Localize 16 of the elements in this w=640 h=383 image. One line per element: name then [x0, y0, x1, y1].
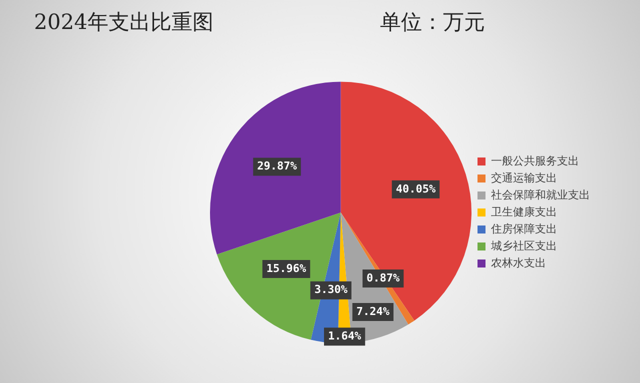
legend-label: 交通运输支出 [491, 171, 557, 184]
data-label: 29.87% [257, 160, 298, 173]
legend-label: 城乡社区支出 [490, 239, 557, 252]
data-label: 3.30% [314, 283, 348, 296]
legend-label: 住房保障支出 [491, 222, 557, 236]
data-label: 1.64% [328, 330, 362, 343]
data-label: 7.24% [356, 304, 390, 318]
legend-label: 卫生健康支出 [491, 205, 557, 218]
legend-label: 农林水支出 [491, 256, 546, 270]
legend-label: 一般公共服务支出 [491, 154, 579, 168]
data-label: 0.87% [366, 271, 400, 284]
chart-title: 2024年支出比重图 [34, 9, 214, 36]
data-label: 40.05% [396, 182, 436, 196]
data-label: 15.96% [266, 262, 307, 275]
chart-subtitle: 单位：万元 [380, 9, 485, 36]
legend-label: 社会保障和就业支出 [491, 188, 590, 202]
